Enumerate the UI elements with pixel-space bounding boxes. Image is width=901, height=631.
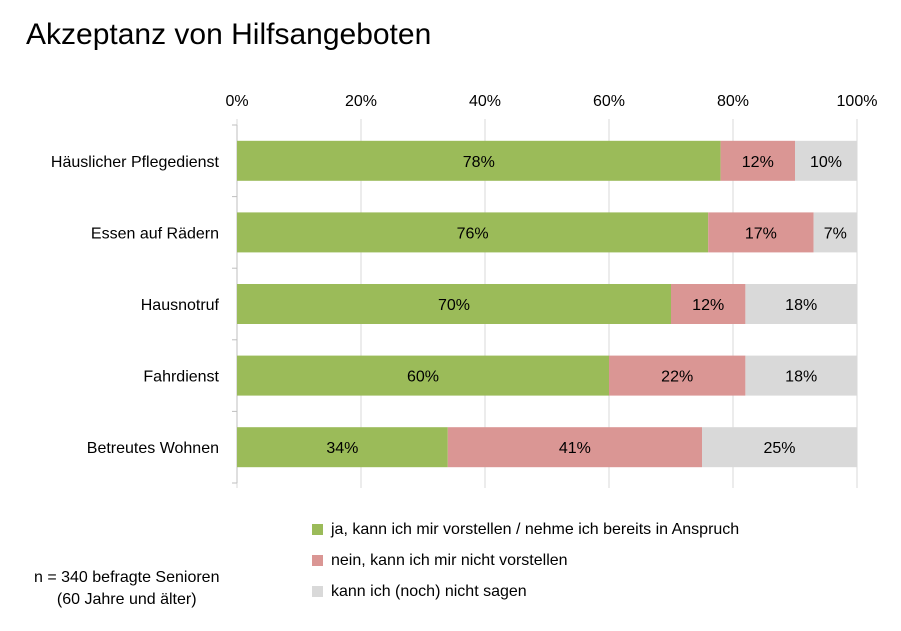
bar-haeuslicher-pflegedienst-series-2 — [720, 140, 795, 181]
sample-note-line2: (60 Jahre und älter) — [56, 591, 197, 608]
bar-fahrdienst-series-1 — [237, 355, 609, 396]
data-label: 70% — [438, 297, 470, 314]
data-label: 12% — [692, 297, 724, 314]
category-label: Hausnotruf — [141, 297, 220, 314]
legend-label-unsure: kann ich (noch) nicht sagen — [331, 582, 527, 600]
legend-item-unsure: kann ich (noch) nicht sagen — [312, 576, 739, 607]
legend-swatch-unsure — [312, 586, 323, 597]
bar-fahrdienst-series-2 — [609, 355, 746, 396]
legend-swatch-ja — [312, 524, 323, 535]
bar-betreutes-wohnen-series-1 — [237, 427, 448, 468]
x-tick-label: 100% — [837, 93, 878, 110]
category-label: Fahrdienst — [143, 369, 219, 386]
category-label: Häuslicher Pflegedienst — [51, 154, 220, 171]
bar-haeuslicher-pflegedienst-series-1 — [237, 140, 721, 181]
bar-haeuslicher-pflegedienst-series-3 — [795, 140, 857, 181]
data-label: 17% — [745, 225, 777, 242]
bar-hausnotruf-series-1 — [237, 284, 671, 324]
bar-betreutes-wohnen-series-3 — [702, 427, 857, 468]
x-tick-label: 0% — [225, 93, 248, 110]
x-tick-label: 80% — [717, 93, 749, 110]
data-label: 22% — [661, 369, 693, 386]
x-tick-label: 20% — [345, 93, 377, 110]
sample-note-line1: n = 340 befragte Senioren — [34, 569, 220, 586]
legend-item-nein: nein, kann ich mir nicht vorstellen — [312, 545, 739, 576]
legend-swatch-nein — [312, 555, 323, 566]
category-label: Betreutes Wohnen — [87, 440, 219, 457]
data-label: 34% — [326, 440, 358, 457]
bar-essen-auf-raedern-series-2 — [708, 212, 814, 253]
data-label: 12% — [742, 154, 774, 171]
data-label: 60% — [407, 369, 439, 386]
bar-hausnotruf-series-2 — [671, 284, 746, 324]
data-label: 18% — [785, 369, 817, 386]
data-label: 78% — [463, 154, 495, 171]
data-label: 25% — [763, 440, 795, 457]
bar-essen-auf-raedern-series-1 — [237, 212, 709, 253]
bar-hausnotruf-series-3 — [745, 284, 857, 324]
bar-betreutes-wohnen-series-2 — [447, 427, 702, 468]
data-label: 10% — [810, 154, 842, 171]
data-label: 41% — [559, 440, 591, 457]
category-label: Essen auf Rädern — [91, 225, 219, 242]
legend-label-ja: ja, kann ich mir vorstellen / nehme ich … — [331, 520, 740, 538]
chart-title: Akzeptanz von Hilfsangeboten — [26, 18, 432, 51]
legend-label-nein: nein, kann ich mir nicht vorstellen — [331, 551, 568, 569]
sample-note: n = 340 befragte Senioren (60 Jahre und … — [34, 567, 219, 611]
data-label: 18% — [785, 297, 817, 314]
data-label: 7% — [824, 225, 847, 242]
legend-item-ja: ja, kann ich mir vorstellen / nehme ich … — [312, 514, 739, 545]
x-tick-label: 40% — [469, 93, 501, 110]
x-tick-label: 60% — [593, 93, 625, 110]
bar-essen-auf-raedern-series-3 — [813, 212, 857, 253]
data-label: 76% — [457, 225, 489, 242]
bar-fahrdienst-series-3 — [745, 355, 857, 396]
chart-legend: ja, kann ich mir vorstellen / nehme ich … — [312, 514, 739, 607]
